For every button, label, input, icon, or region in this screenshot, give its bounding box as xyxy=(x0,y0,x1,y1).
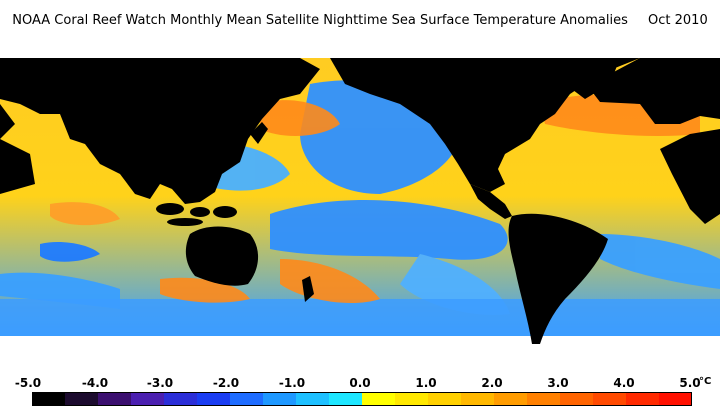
africa-west-landmass xyxy=(0,139,35,194)
colorbar-swatch xyxy=(197,392,231,406)
title-date: Oct 2010 xyxy=(648,13,708,28)
north-america-landmass xyxy=(330,58,640,192)
title-text: NOAA Coral Reef Watch Monthly Mean Satel… xyxy=(12,13,628,28)
colorbar xyxy=(32,392,692,406)
colorbar-swatch xyxy=(329,392,363,406)
arctic-cap xyxy=(0,44,720,58)
tick-label: -2.0 xyxy=(212,376,240,390)
south-america-landmass xyxy=(508,213,608,344)
colorbar-swatch xyxy=(593,392,627,406)
tick-label: -4.0 xyxy=(81,376,109,390)
colorbar-swatch xyxy=(494,392,528,406)
unit-label: °C xyxy=(699,376,712,387)
greenland-landmass xyxy=(560,58,620,99)
colorbar-swatch xyxy=(32,392,66,406)
antarctica-ice xyxy=(0,336,720,370)
colorbar-swatch xyxy=(164,392,198,406)
sst-anomaly-map xyxy=(0,44,720,370)
eurasia-landmass xyxy=(0,58,320,204)
colorbar-swatch xyxy=(230,392,264,406)
australia-landmass xyxy=(185,226,259,286)
tick-label: -1.0 xyxy=(278,376,306,390)
colorbar-swatch xyxy=(428,392,462,406)
europe-landmass xyxy=(590,58,720,124)
central-america-landmass xyxy=(470,184,512,219)
colorbar-swatch xyxy=(461,392,495,406)
colorbar-swatch xyxy=(362,392,396,406)
japan-landmass xyxy=(250,122,268,144)
colorbar-labels: -5.0 -4.0 -3.0 -2.0 -1.0 0.0 1.0 2.0 3.0… xyxy=(0,376,720,392)
colorbar-swatch xyxy=(65,392,99,406)
tick-label: 3.0 xyxy=(547,376,569,390)
map-title: NOAA Coral Reef Watch Monthly Mean Satel… xyxy=(0,10,720,32)
maritime-continent-islands xyxy=(156,203,237,226)
colorbar-swatch xyxy=(560,392,594,406)
colorbar-swatch xyxy=(659,392,692,406)
colorbar-swatch xyxy=(527,392,561,406)
tick-label: 5.0 xyxy=(679,376,701,390)
colorbar-swatch xyxy=(626,392,660,406)
tick-label: 4.0 xyxy=(613,376,635,390)
land-masses xyxy=(0,58,720,344)
colorbar-border xyxy=(32,392,692,406)
tick-label: 0.0 xyxy=(349,376,371,390)
tick-label: -3.0 xyxy=(146,376,174,390)
colorbar-swatch xyxy=(263,392,297,406)
colorbar-swatch xyxy=(296,392,330,406)
southern-ocean-band xyxy=(0,299,720,336)
colorbar-swatch xyxy=(98,392,132,406)
colorbar-swatch xyxy=(395,392,429,406)
tick-label: -5.0 xyxy=(14,376,42,390)
colorbar-swatch xyxy=(131,392,165,406)
tick-label: 2.0 xyxy=(481,376,503,390)
new-zealand-landmass xyxy=(302,276,314,302)
cool-anomaly-regions xyxy=(0,80,720,315)
tick-label: 1.0 xyxy=(415,376,437,390)
